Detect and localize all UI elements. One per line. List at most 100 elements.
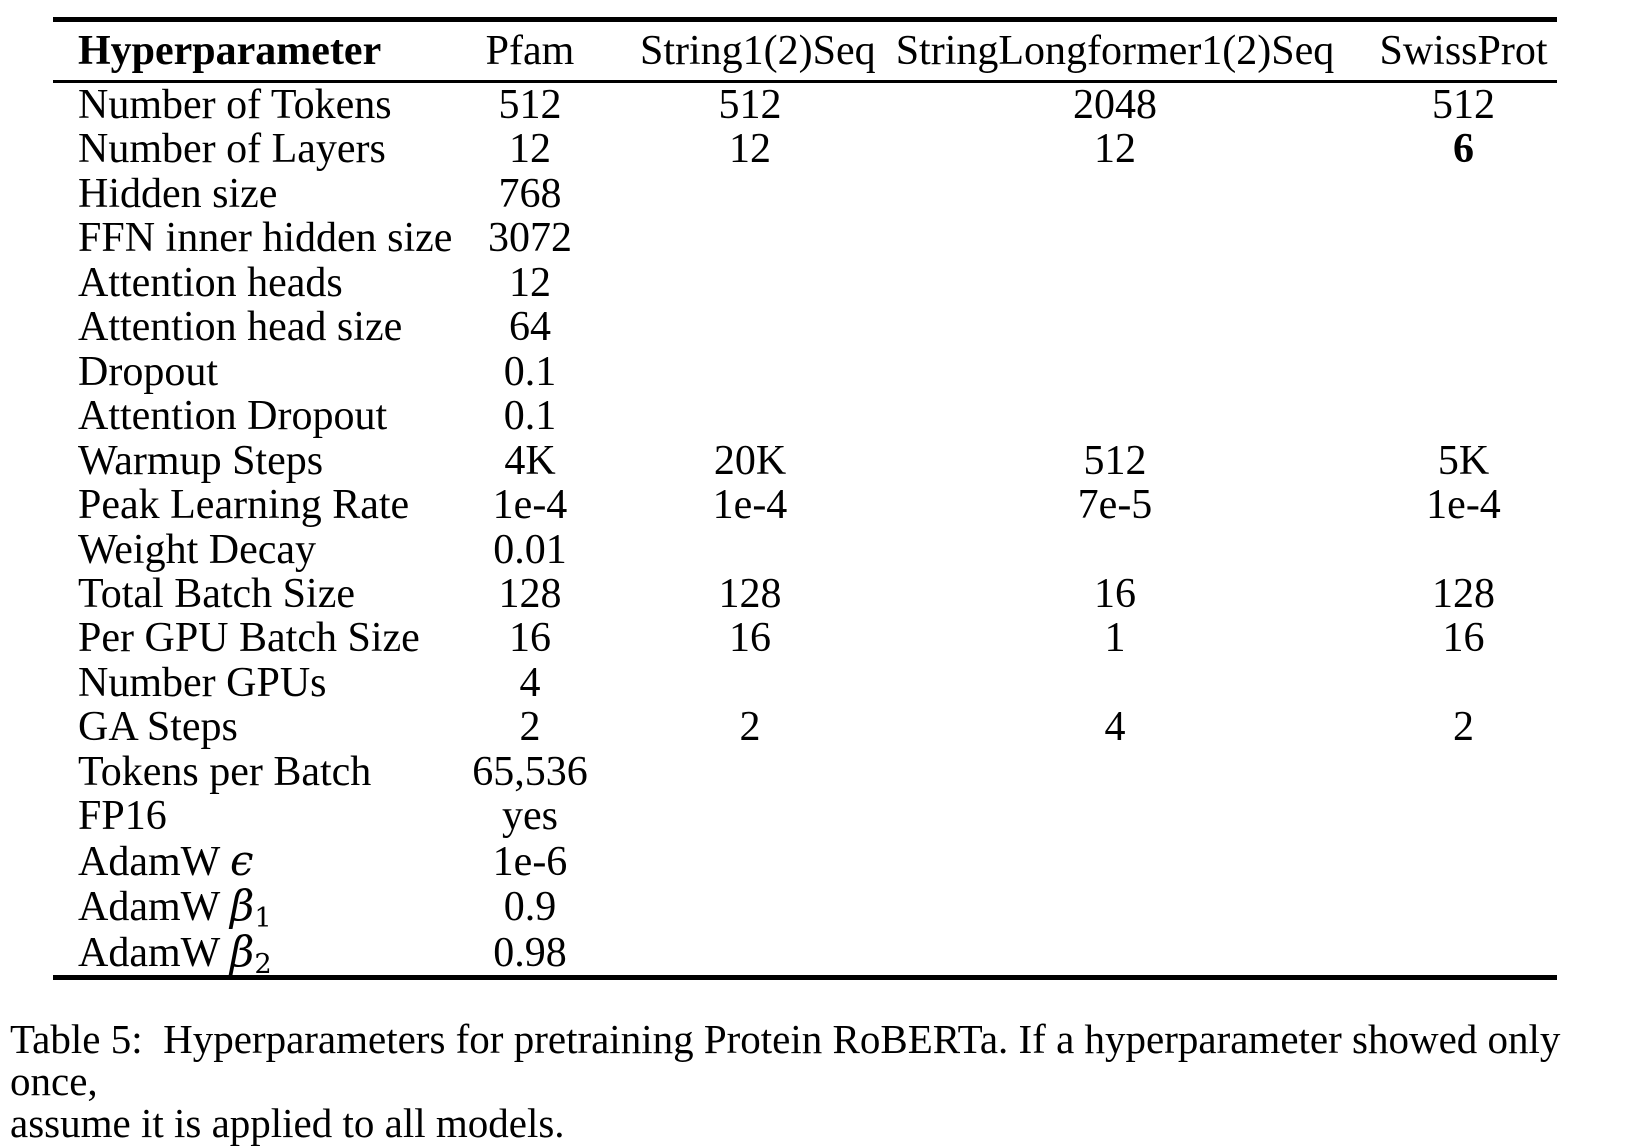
cell-value (860, 661, 1370, 705)
cell-value (860, 930, 1370, 978)
cell-value: 7e-5 (1077, 482, 1153, 529)
cell-value: 16 (729, 615, 771, 662)
cell-value (1370, 216, 1557, 260)
cell-value (640, 528, 860, 572)
cell-value (640, 216, 860, 260)
caption-line-1: Table 5: Hyperparameters for pretraining… (10, 1016, 1571, 1105)
cell-value: 6 (1453, 126, 1474, 173)
table-row: Per GPU Batch Size 16 16 1 16 (53, 615, 1557, 662)
row-label: Number of Layers (78, 126, 386, 173)
cell-value (1370, 794, 1557, 838)
table-row: Attention heads 12 (53, 259, 1557, 306)
cell-value: 128 (718, 570, 782, 617)
row-label: Peak Learning Rate (78, 482, 410, 529)
cell-value: 2 (519, 704, 541, 751)
cell-value: 128 (1432, 570, 1495, 617)
cell-value (860, 528, 1370, 572)
math-subscript: 1 (254, 902, 272, 934)
cell-value: 512 (1083, 437, 1147, 484)
cell-value: 20K (713, 437, 787, 484)
cell-value: 2 (1453, 704, 1474, 751)
math-subscript: 2 (254, 948, 272, 980)
cell-value: 4K (504, 437, 556, 484)
row-label: Dropout (78, 348, 218, 395)
row-label: FP16 (78, 793, 167, 840)
cell-value: 1 (1104, 615, 1126, 662)
cell-value (1370, 661, 1557, 705)
cell-value (1370, 305, 1557, 349)
cell-value (860, 216, 1370, 260)
row-label: Number GPUs (78, 659, 327, 706)
table-row: AdamW ϵ 1e-6 (53, 835, 1557, 885)
row-label: Warmup Steps (78, 437, 324, 484)
table-row: Peak Learning Rate 1e-4 1e-4 7e-5 1e-4 (53, 482, 1557, 529)
cell-value: 128 (498, 570, 562, 617)
table-row: Weight Decay 0.01 (53, 526, 1557, 573)
header-model: SwissProt (1379, 28, 1548, 74)
cell-value: yes (502, 793, 558, 840)
cell-value (860, 350, 1370, 394)
table-caption: Table 5: Hyperparameters for pretraining… (10, 1018, 1627, 1144)
cell-value: 16 (509, 615, 551, 662)
row-label: Weight Decay (78, 526, 317, 573)
table-row: Number of Tokens 512 512 2048 512 (53, 82, 1557, 128)
table-row: AdamW β1 0.9 (53, 881, 1557, 934)
cell-value (860, 394, 1370, 438)
row-label: Attention heads (78, 259, 343, 306)
table-row: GA Steps 2 2 4 2 (53, 704, 1557, 751)
cell-value: 12 (509, 126, 551, 173)
cell-value (640, 305, 860, 349)
cell-value (640, 350, 860, 394)
cell-value (860, 261, 1370, 305)
table-row: Dropout 0.1 (53, 348, 1557, 395)
row-label: Attention head size (78, 304, 403, 351)
cell-value: 4 (1104, 704, 1126, 751)
cell-value (1370, 839, 1557, 884)
table-row: Tokens per Batch 65,536 (53, 748, 1557, 795)
table-row: Total Batch Size 128 128 16 128 (53, 570, 1557, 617)
table-row: Attention head size 64 (53, 304, 1557, 351)
cell-value: 5K (1437, 437, 1490, 484)
cell-value: 1e-4 (712, 482, 788, 529)
cell-value: 12 (1094, 126, 1136, 173)
cell-value: 0.01 (493, 526, 567, 573)
table-row: Number of Layers 12 12 12 6 (53, 126, 1557, 173)
row-label: AdamW β1 (78, 881, 272, 934)
row-label: Tokens per Batch (78, 748, 372, 795)
cell-value: 16 (1442, 615, 1485, 662)
header-row: Hyperparameter Pfam String1(2)Seq StringLon… (53, 20, 1557, 82)
row-label: Number of Tokens (78, 82, 392, 128)
cell-value: 1e-4 (492, 482, 568, 529)
cell-value (860, 750, 1370, 794)
cell-value (1370, 750, 1557, 794)
row-label: Per GPU Batch Size (78, 615, 420, 662)
cell-value (860, 794, 1370, 838)
cell-value (640, 794, 860, 838)
row-label: Hidden size (78, 170, 278, 217)
cell-value (640, 884, 860, 929)
row-label: Attention Dropout (78, 393, 388, 440)
row-label: Total Batch Size (78, 570, 355, 617)
cell-value: 16 (1094, 570, 1136, 617)
cell-value: 64 (509, 304, 551, 351)
header-model: StringLongformer1(2)Seq (895, 28, 1335, 74)
cell-value (1370, 350, 1557, 394)
cell-value: 512 (498, 82, 562, 128)
cell-value: 2048 (1073, 82, 1157, 128)
cell-value: 2 (739, 704, 761, 751)
cell-value: 0.98 (493, 929, 567, 976)
cell-value: 512 (1432, 82, 1495, 128)
cell-value: 12 (509, 259, 551, 306)
cell-value (1370, 261, 1557, 305)
cell-value (640, 394, 860, 438)
cell-value (860, 884, 1370, 929)
cell-value (1370, 528, 1557, 572)
table-row: Attention Dropout 0.1 (53, 393, 1557, 440)
cell-value (1370, 930, 1557, 978)
cell-value: 1e-6 (492, 838, 568, 885)
cell-value: 1e-4 (1426, 482, 1501, 529)
table-row: Warmup Steps 4K 20K 512 5K (53, 437, 1557, 484)
header-hyperparameter: Hyperparameter (78, 28, 382, 74)
row-label: AdamW ϵ (78, 835, 254, 885)
table-row: Number GPUs 4 (53, 659, 1557, 706)
